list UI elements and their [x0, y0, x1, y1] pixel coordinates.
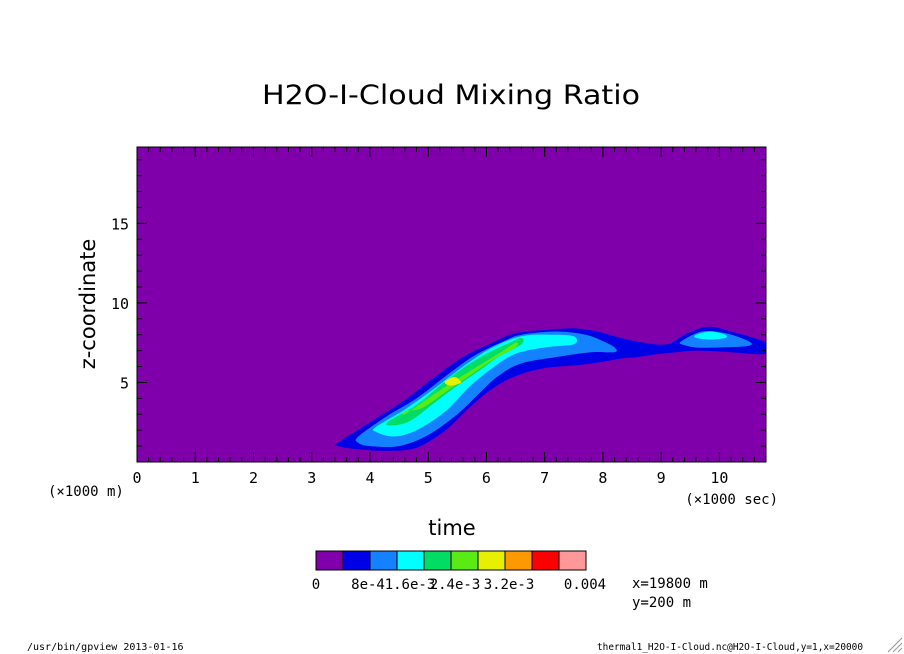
- colorbar-swatch: [423, 550, 452, 571]
- y-axis-label: z-coordinate: [76, 239, 100, 370]
- x-tick-label: 5: [424, 469, 433, 487]
- colorbar-label: 2.4e-3: [430, 577, 481, 593]
- colorbar-swatch: [369, 550, 398, 571]
- colorbar-swatch: [504, 550, 533, 571]
- plot-area: 0 1 2 3 4 5 6 7 8 9 10 5 10 15: [111, 146, 767, 487]
- x-tick-label: 3: [307, 469, 316, 487]
- colorbar-swatch: [450, 550, 479, 571]
- x-tick-label: 2: [249, 469, 258, 487]
- major-ticks: [136, 147, 766, 462]
- colorbar-label: 0.004: [564, 577, 606, 593]
- colorbar-label: 0: [312, 577, 320, 593]
- y-unit-label: (×1000 m): [48, 484, 124, 500]
- colorbar-labels: 0 8e-4 1.6e-32.4e-3 3.2e-3 0.004: [312, 577, 606, 593]
- contour-fills: [334, 326, 766, 451]
- colorbar-swatch: [315, 550, 344, 571]
- contour-region-8: [444, 376, 462, 386]
- chart-title: H2O-I-Cloud Mixing Ratio: [262, 80, 640, 111]
- x-unit-label: (×1000 sec): [685, 492, 778, 508]
- footer-left: /usr/bin/gpview 2013-01-16: [27, 642, 184, 653]
- colorbar-label: 1.6e-3: [385, 577, 436, 593]
- y-tick-label: 5: [120, 374, 129, 392]
- colorbar-label: 8e-4: [351, 577, 385, 593]
- colorbar-swatch: [396, 550, 425, 571]
- footer-right: thermal1_H2O-I-Cloud.nc@H2O-I-Cloud,y=1,…: [597, 642, 863, 653]
- colorbar-swatch: [558, 550, 587, 571]
- x-tick-labels: 0 1 2 3 4 5 6 7 8 9 10: [132, 469, 728, 487]
- colorbar: [315, 550, 587, 571]
- colorbar-label: 3.2e-3: [484, 577, 535, 593]
- x-tick-label: 4: [365, 469, 374, 487]
- colorbar-swatch: [342, 550, 371, 571]
- colorbar-swatch: [477, 550, 506, 571]
- legend-x-value: x=19800 m: [632, 576, 708, 592]
- resize-grip-icon[interactable]: [887, 637, 903, 653]
- x-tick-label: 6: [482, 469, 491, 487]
- x-tick-label: 8: [598, 469, 607, 487]
- y-tick-label: 10: [111, 295, 129, 313]
- contour-region-7: [402, 342, 519, 415]
- y-tick-labels: 5 10 15: [111, 215, 129, 392]
- contour-region-5: [694, 331, 728, 340]
- x-tick-label: 1: [191, 469, 200, 487]
- x-tick-label: 0: [132, 469, 141, 487]
- x-tick-label: 7: [540, 469, 549, 487]
- legend-y-value: y=200 m: [632, 595, 691, 611]
- y-tick-label: 15: [111, 215, 129, 233]
- x-axis-label: time: [428, 516, 475, 540]
- x-tick-label: 10: [710, 469, 728, 487]
- colorbar-swatch: [531, 550, 560, 571]
- x-tick-label: 9: [657, 469, 666, 487]
